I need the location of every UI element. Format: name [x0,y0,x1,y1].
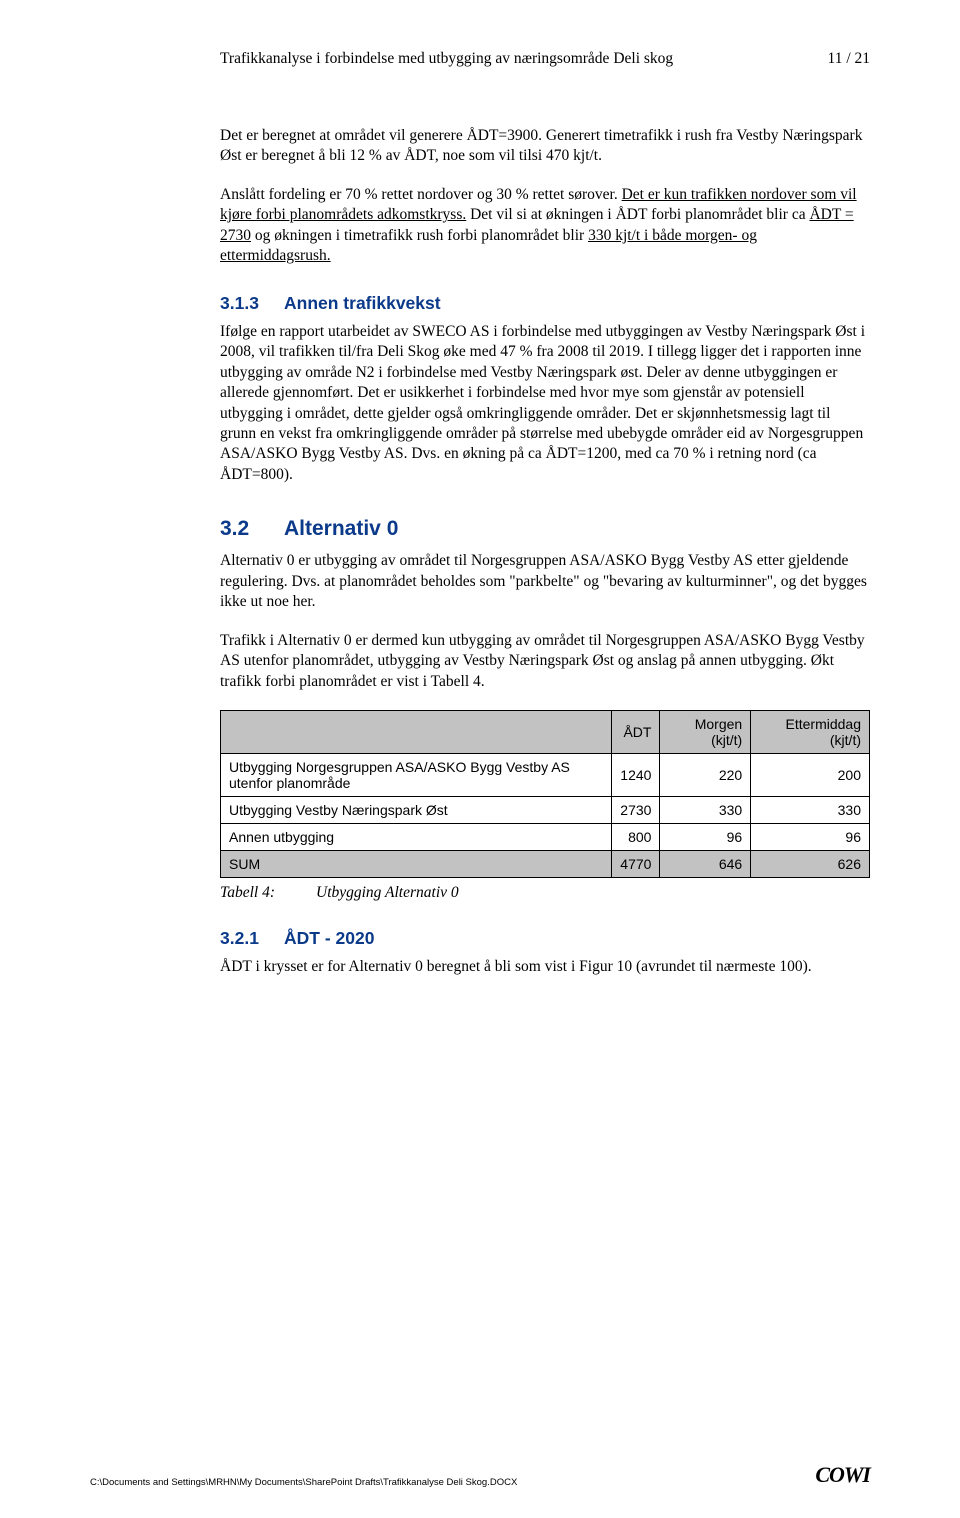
header-page: 11 / 21 [828,50,870,68]
table-cell-label: Utbygging Vestby Næringspark Øst [221,797,612,824]
table-cell: 330 [660,797,751,824]
p2-text-c: og økningen i timetrafikk rush forbi pla… [251,227,588,244]
table-row-sum: SUM 4770 646 626 [221,851,870,878]
table-cell: 200 [751,754,870,797]
table-row: Utbygging Norgesgruppen ASA/ASKO Bygg Ve… [221,754,870,797]
table-header-morgen: Morgen (kjt/t) [660,711,751,754]
table-cell: 220 [660,754,751,797]
table-row: Annen utbygging 800 96 96 [221,824,870,851]
table-cell: 626 [751,851,870,878]
page-footer: C:\Documents and Settings\MRHN\My Docume… [90,1462,870,1488]
table-4-caption: Tabell 4:Utbygging Alternativ 0 [220,884,870,902]
table-cell: 1240 [612,754,660,797]
paragraph-5: Trafikk i Alternativ 0 er dermed kun utb… [220,631,870,692]
cowi-logo: COWI [815,1462,870,1488]
table-4-caption-text: Utbygging Alternativ 0 [316,884,459,901]
page-header: Trafikkanalyse i forbindelse med utbyggi… [220,50,870,68]
table-header-ettermiddag: Ettermiddag (kjt/t) [751,711,870,754]
section-3-2-1-heading: 3.2.1ÅDT - 2020 [220,928,870,949]
paragraph-2: Anslått fordeling er 70 % rettet nordove… [220,185,870,267]
section-3-1-3-title: Annen trafikkvekst [284,293,441,313]
table-4: ÅDT Morgen (kjt/t) Ettermiddag (kjt/t) U… [220,710,870,878]
table-cell-label: Utbygging Norgesgruppen ASA/ASKO Bygg Ve… [221,754,612,797]
footer-filepath: C:\Documents and Settings\MRHN\My Docume… [90,1477,517,1488]
paragraph-6: ÅDT i krysset er for Alternativ 0 beregn… [220,957,870,977]
paragraph-4: Alternativ 0 er utbygging av området til… [220,551,870,612]
section-3-1-3-number: 3.1.3 [220,293,284,314]
section-3-2-1-title: ÅDT - 2020 [284,928,374,948]
table-cell: 96 [660,824,751,851]
table-cell-label: SUM [221,851,612,878]
p2-text-b: Det vil si at økningen i ÅDT forbi plano… [466,206,809,223]
section-3-1-3-heading: 3.1.3Annen trafikkvekst [220,293,870,314]
table-cell: 646 [660,851,751,878]
table-cell: 800 [612,824,660,851]
section-3-2-number: 3.2 [220,517,284,541]
table-row: Utbygging Vestby Næringspark Øst 2730 33… [221,797,870,824]
table-header-row: ÅDT Morgen (kjt/t) Ettermiddag (kjt/t) [221,711,870,754]
table-cell: 96 [751,824,870,851]
section-3-2-1-number: 3.2.1 [220,928,284,949]
section-3-2-title: Alternativ 0 [284,517,398,540]
table-header-blank [221,711,612,754]
paragraph-1: Det er beregnet at området vil generere … [220,126,870,167]
table-cell: 2730 [612,797,660,824]
table-cell: 330 [751,797,870,824]
table-cell-label: Annen utbygging [221,824,612,851]
p2-text-a: Anslått fordeling er 70 % rettet nordove… [220,186,622,203]
paragraph-3: Ifølge en rapport utarbeidet av SWECO AS… [220,322,870,486]
section-3-2-heading: 3.2Alternativ 0 [220,517,870,541]
table-4-caption-num: Tabell 4: [220,884,316,902]
table-header-adt: ÅDT [612,711,660,754]
table-cell: 4770 [612,851,660,878]
header-title: Trafikkanalyse i forbindelse med utbyggi… [220,50,673,68]
